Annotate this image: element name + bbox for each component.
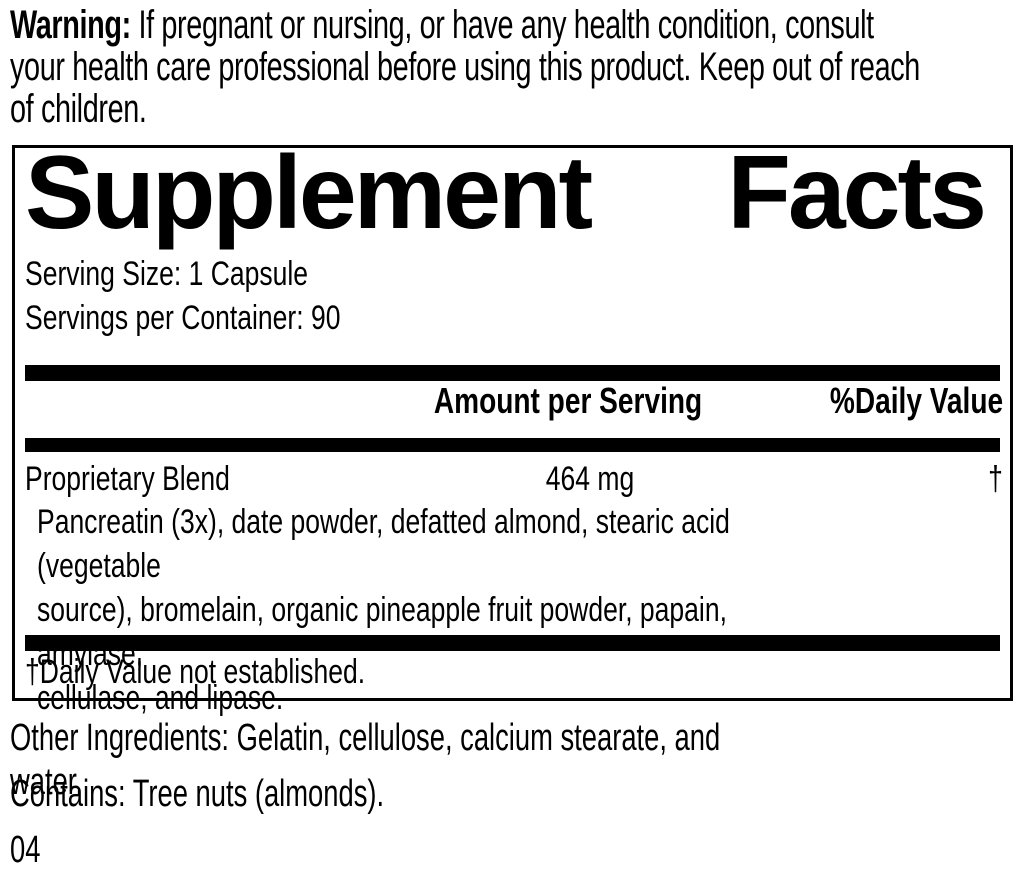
ingredient-name-cell: Proprietary Blend	[25, 457, 288, 501]
divider-bar-thick-bottom	[25, 635, 1000, 651]
daily-value-header: %Daily Value	[829, 380, 1003, 421]
serving-size-line: Serving Size: 1 Capsule	[25, 252, 388, 296]
warning-text: Warning: If pregnant or nursing, or have…	[10, 4, 1024, 130]
servings-per-container-text: Servings per Container: 90	[25, 299, 341, 337]
serving-size-text: Serving Size: 1 Capsule	[25, 255, 309, 293]
panel-title-word-supplement: Supplement	[25, 135, 593, 251]
column-header-row: Amount per Serving %Daily Value	[25, 379, 1003, 423]
servings-per-container-line: Servings per Container: 90	[25, 296, 429, 340]
table-row: Proprietary Blend 464 mg †	[25, 457, 1003, 501]
ingredient-description: Pancreatin (3x), date powder, defatted a…	[37, 500, 1010, 720]
panel-title: Supplement Facts	[25, 135, 987, 251]
divider-bar-medium	[25, 438, 1000, 452]
warning-body: If pregnant or nursing, or have any heal…	[10, 3, 920, 131]
amount-per-serving-header: Amount per Serving	[433, 380, 703, 421]
contains-line: Contains: Tree nuts (almonds).	[10, 772, 530, 816]
warning-text-inner: Warning: If pregnant or nursing, or have…	[10, 4, 920, 130]
warning-label: Warning:	[10, 3, 131, 47]
other-ingredients-line: Other Ingredients: Gelatin, cellulose, c…	[10, 716, 1024, 804]
product-code: 04	[10, 828, 52, 872]
daily-value-footnote: †Daily Value not established.	[25, 650, 461, 694]
ingredient-name-text: Proprietary Blend	[25, 460, 230, 498]
divider-bar-thick-top	[25, 365, 1000, 381]
ingredient-daily-value-cell: †	[988, 460, 1003, 498]
supplement-facts-panel: Supplement Facts Serving Size: 1 Capsule…	[12, 141, 1013, 717]
ingredient-description-text: Pancreatin (3x), date powder, defatted a…	[37, 503, 730, 717]
daily-value-footnote-text: †Daily Value not established.	[25, 653, 366, 691]
ingredient-amount-cell: 464 mg	[545, 460, 635, 498]
panel-title-word-facts: Facts	[727, 135, 987, 251]
other-ingredients-text: Other Ingredients: Gelatin, cellulose, c…	[10, 717, 721, 803]
contains-text: Contains: Tree nuts (almonds).	[10, 773, 385, 815]
product-code-text: 04	[10, 829, 41, 871]
